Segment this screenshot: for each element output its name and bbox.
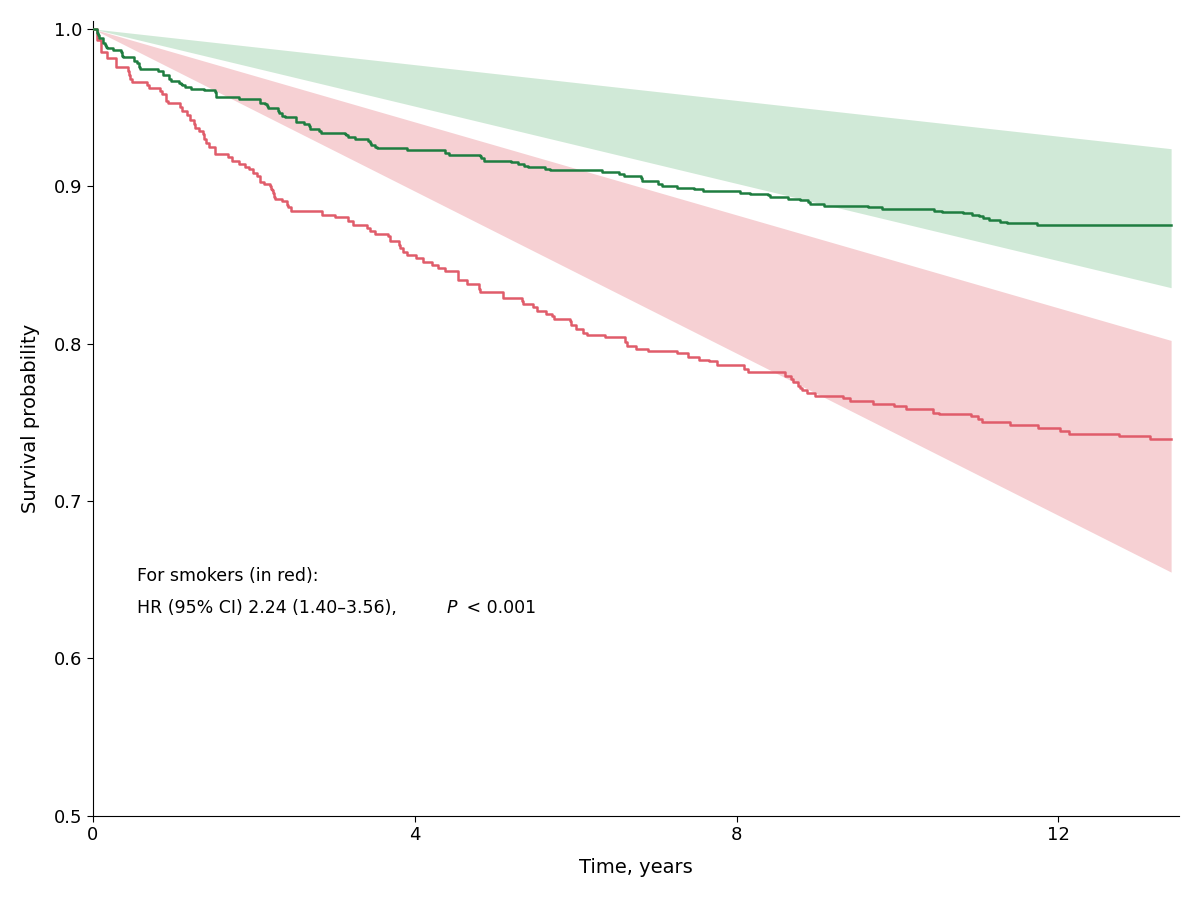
X-axis label: Time, years: Time, years (580, 858, 692, 877)
Text: P: P (446, 599, 457, 617)
Text: < 0.001: < 0.001 (462, 599, 536, 617)
Text: HR (95% CI) 2.24 (1.40–3.56),: HR (95% CI) 2.24 (1.40–3.56), (137, 599, 402, 617)
Y-axis label: Survival probability: Survival probability (20, 324, 40, 513)
Text: For smokers (in red):: For smokers (in red): (137, 568, 318, 585)
